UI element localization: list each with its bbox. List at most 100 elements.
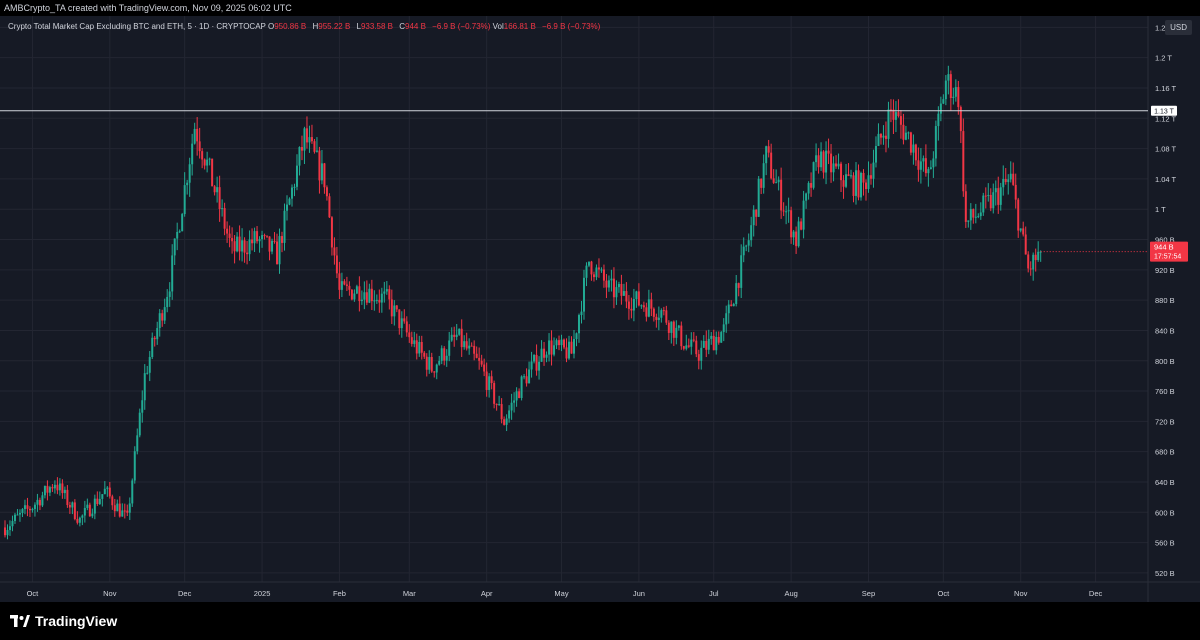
candle-body [937,113,940,127]
candle-body [228,233,231,238]
y-tick-label: 1.2 T [1155,54,1172,63]
candle-body [176,231,179,239]
candle-body [450,334,453,341]
candle-body [335,255,338,274]
tradingview-wordmark: TradingView [35,613,118,629]
candle-body [156,328,159,340]
candle-body [318,150,321,181]
candle-body [485,371,488,390]
candle-body [500,404,503,420]
y-tick-label: 760 B [1155,387,1175,396]
candle-body [136,435,139,452]
candle-body [328,196,331,218]
candle-body [782,210,785,212]
candle-body [333,247,336,256]
candle-body [752,209,755,226]
candle-body [902,124,905,140]
candle-body [131,480,134,504]
candle-body [218,187,221,210]
candle-body [36,499,39,505]
candle-body [226,228,229,234]
candle-body [887,109,890,139]
candle-body [585,265,588,278]
candle-body [343,281,346,285]
y-tick-label: 800 B [1155,357,1175,366]
x-tick-label: Apr [481,589,493,598]
candle-body [927,169,930,174]
candle-body [690,339,693,347]
candle-body [268,236,271,252]
candle-body [261,235,264,240]
candle-body [63,489,66,494]
candle-body [615,287,618,298]
candle-body [745,245,748,247]
candle-body [445,355,448,361]
candle-body [725,313,728,325]
candlestick-chart[interactable]: 520 B 560 B 600 B 640 B 680 B 720 B 760 B 800 B… [0,16,1200,602]
candle-body [308,137,311,143]
candle-body [221,208,224,210]
chart-credit-bar: AMBCrypto_TA created with TradingView.co… [0,0,1200,16]
candle-body [939,103,942,114]
candle-body [832,163,835,173]
candle-body [173,238,176,256]
candle-body [637,291,640,306]
candle-body [128,503,131,513]
candle-body [420,341,423,353]
candle-body [68,505,71,508]
candle-body [13,514,16,521]
candle-body [198,141,201,152]
candle-body [954,87,957,97]
candle-body [248,239,251,255]
candle-body [363,292,366,300]
candle-body [757,178,760,217]
candle-body [513,400,516,403]
candle-body [340,281,343,290]
legend-high-value: 955.22 B [318,22,351,31]
candle-body [103,488,106,495]
candle-body [508,410,511,419]
chart-area[interactable]: 520 B 560 B 600 B 640 B 680 B 720 B 760 B 800 B… [0,16,1200,602]
candle-body [196,128,199,142]
candle-body [325,187,328,197]
candle-body [323,163,326,188]
candle-body [158,313,161,329]
candle-body [398,309,401,329]
candle-body [922,158,925,162]
candle-body [430,357,433,372]
candle-body [410,337,413,344]
candle-body [835,163,838,167]
x-tick-label: Dec [1089,589,1103,598]
x-tick-label: Aug [784,589,797,598]
candle-body [947,74,950,81]
candle-body [842,180,845,187]
candle-body [994,188,997,193]
candle-body [348,285,351,290]
candle-body [907,132,910,134]
candle-body [111,496,114,506]
candle-body [273,240,276,242]
candle-body [957,87,960,108]
candle-body [523,376,526,378]
candle-body [1027,254,1030,269]
candle-body [468,345,471,349]
candle-body [575,333,578,340]
candle-body [1029,268,1032,270]
candle-body [620,283,623,296]
candle-body [271,240,274,252]
candle-body [211,158,214,187]
candle-body [675,327,678,338]
candle-body [201,151,204,160]
legend-volume-value: 166.81 B [503,22,536,31]
candle-body [16,514,19,516]
candle-body [243,240,246,253]
candle-body [353,293,356,300]
candle-body [553,345,556,355]
tradingview-logo[interactable]: TradingView [10,613,117,629]
candle-body [807,183,810,194]
candle-body [86,504,89,508]
y-tick-label: 1.16 T [1155,84,1177,93]
candle-body [864,182,867,190]
candle-body [475,353,478,358]
currency-selector[interactable]: USD [1165,20,1192,35]
